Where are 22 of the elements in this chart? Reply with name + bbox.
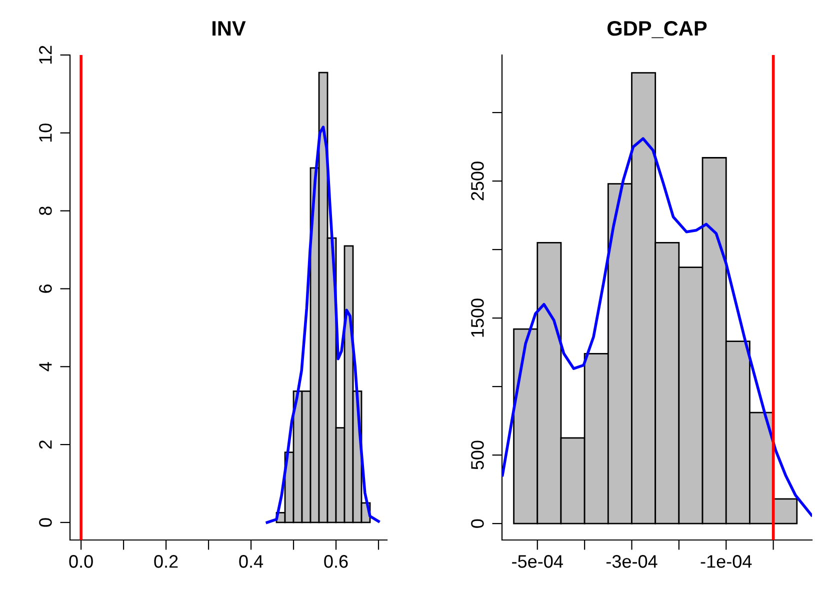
y-tick-label: 2 [39, 440, 52, 449]
y-tick-label: 8 [39, 206, 52, 216]
x-tick-label: -1e-04 [700, 555, 752, 568]
x-tick-label: 0.2 [154, 555, 178, 568]
y-tick-label: 6 [39, 284, 52, 293]
x-tick-label: 0.6 [324, 555, 348, 568]
chart-title: INV [212, 21, 246, 36]
y-tick-label: 4 [39, 362, 52, 372]
y-tick-label: 10 [39, 124, 52, 142]
x-tick-label: -3e-04 [606, 555, 658, 568]
y-tick-label: 2500 [471, 162, 484, 200]
y-tick-label: 0 [471, 519, 484, 528]
y-tick-label: 1500 [471, 298, 484, 337]
x-tick-label: 0.0 [69, 555, 93, 568]
chart-title: GDP_CAP [607, 21, 707, 38]
y-tick-label: 500 [471, 440, 484, 470]
x-tick-label: -5e-04 [512, 555, 563, 568]
y-tick-label: 0 [39, 518, 52, 527]
x-tick-label: 0.4 [239, 555, 264, 568]
line-series [502, 137, 812, 517]
y-tick-label: 12 [39, 46, 52, 64]
line-series [266, 126, 380, 524]
